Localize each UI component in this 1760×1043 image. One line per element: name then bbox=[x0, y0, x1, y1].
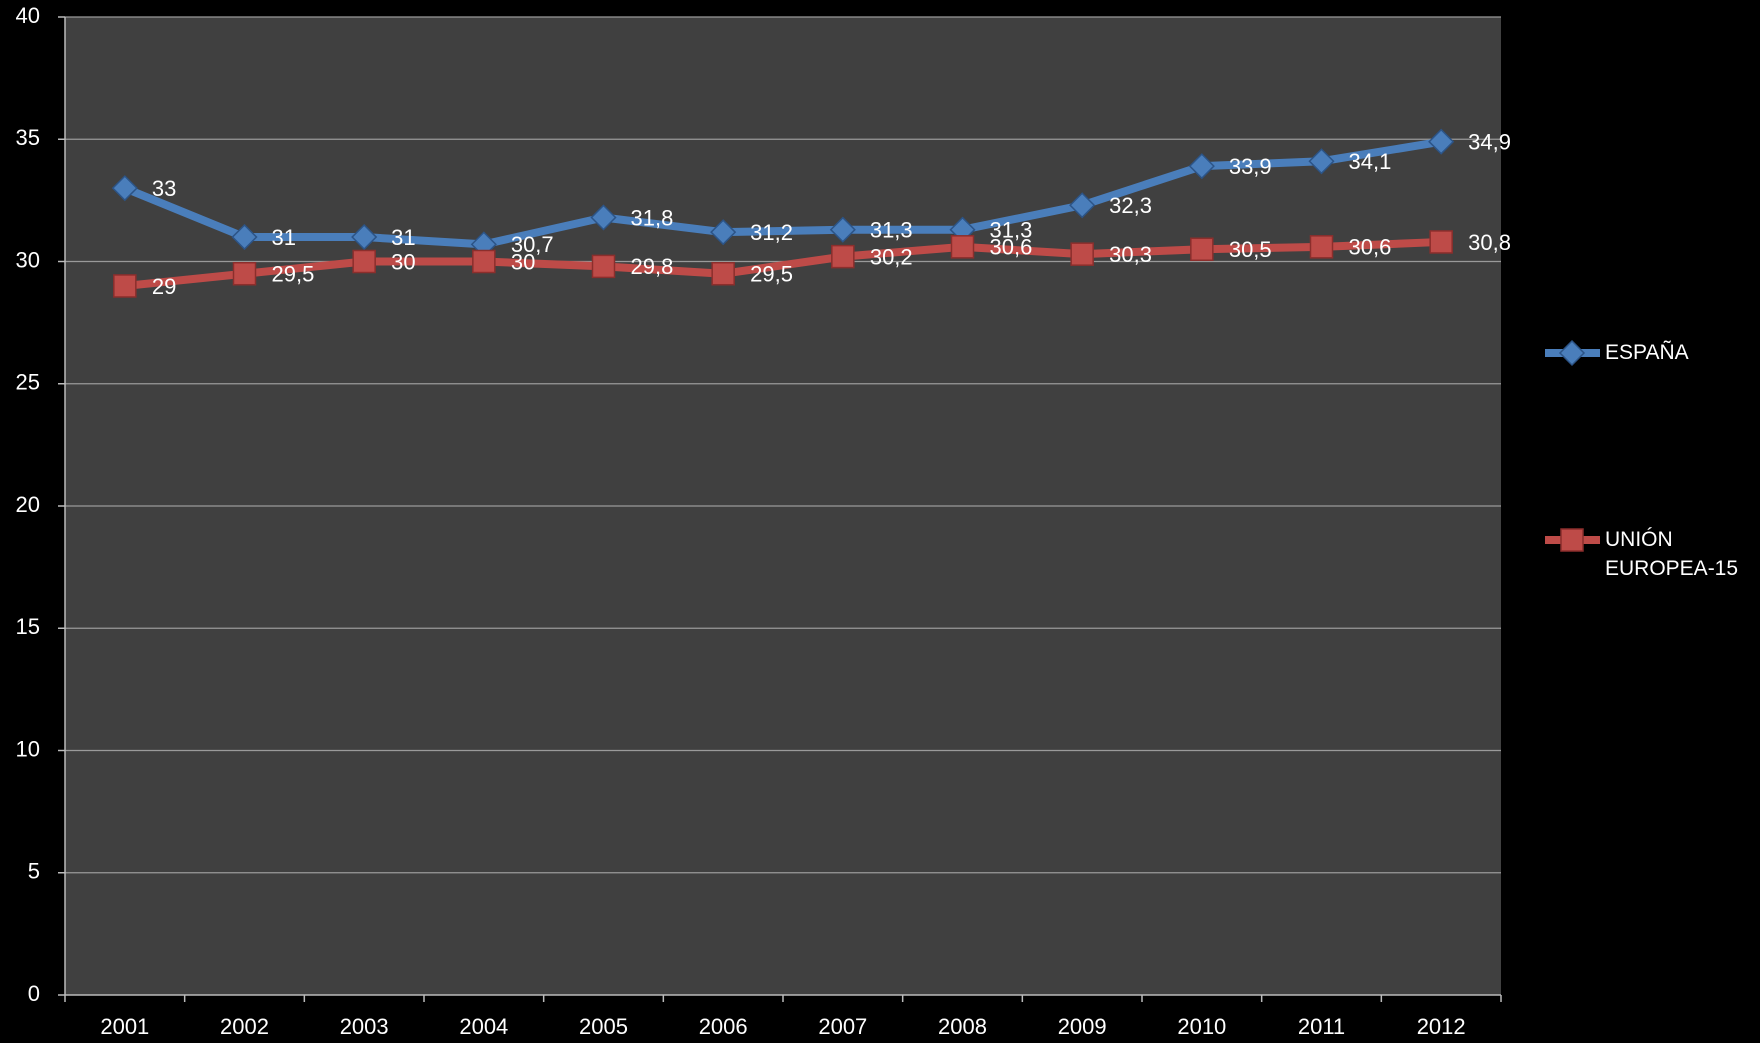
marker bbox=[232, 261, 257, 286]
marker bbox=[1069, 192, 1096, 219]
data-label: 30,6 bbox=[1349, 235, 1392, 260]
marker bbox=[113, 274, 137, 298]
data-label: 29 bbox=[152, 274, 176, 299]
marker bbox=[1558, 339, 1586, 367]
marker bbox=[352, 249, 376, 274]
x-tick-label: 2010 bbox=[1177, 1014, 1226, 1039]
x-tick-label: 2006 bbox=[699, 1014, 748, 1039]
data-label: 33 bbox=[152, 176, 176, 201]
marker bbox=[829, 216, 856, 243]
x-tick-label: 2012 bbox=[1417, 1014, 1466, 1039]
marker bbox=[950, 235, 975, 259]
marker bbox=[1308, 148, 1335, 175]
x-tick-label: 2011 bbox=[1298, 1014, 1345, 1039]
data-label: 34,9 bbox=[1468, 130, 1511, 155]
data-label: 31,8 bbox=[631, 205, 674, 230]
marker bbox=[710, 219, 737, 246]
data-label: 31,3 bbox=[870, 218, 913, 243]
marker bbox=[1429, 230, 1453, 254]
marker bbox=[1309, 235, 1334, 259]
data-label: 29,5 bbox=[272, 262, 315, 287]
y-tick-label: 30 bbox=[16, 247, 40, 272]
x-tick-label: 2005 bbox=[579, 1014, 628, 1039]
data-label: 31,2 bbox=[750, 220, 793, 245]
series-line bbox=[123, 137, 1442, 249]
marker bbox=[1190, 237, 1214, 262]
data-label: 31 bbox=[272, 225, 296, 250]
data-label: 30,8 bbox=[1468, 230, 1511, 255]
data-label: 32,3 bbox=[1109, 193, 1152, 218]
data-label: 29,5 bbox=[750, 262, 793, 287]
marker bbox=[1428, 128, 1455, 155]
data-label: 29,8 bbox=[631, 254, 674, 279]
marker bbox=[111, 175, 138, 202]
x-tick-label: 2008 bbox=[938, 1014, 987, 1039]
data-label: 31,3 bbox=[990, 218, 1033, 243]
y-tick-label: 15 bbox=[16, 614, 40, 639]
y-tick-label: 10 bbox=[16, 736, 40, 761]
x-tick-label: 2001 bbox=[100, 1014, 149, 1039]
x-tick-label: 2009 bbox=[1058, 1014, 1107, 1039]
x-tick-label: 2003 bbox=[340, 1014, 389, 1039]
data-label: 30,5 bbox=[1229, 237, 1272, 262]
data-label: 31 bbox=[391, 225, 415, 250]
data-label: 30,2 bbox=[870, 244, 913, 269]
legend-label: ESPAÑA bbox=[1605, 341, 1689, 364]
data-label: 30,6 bbox=[990, 235, 1033, 260]
marker bbox=[831, 244, 855, 269]
legend-label: UNIÓN EUROPEA-15 bbox=[1605, 528, 1739, 580]
x-tick-label: 2007 bbox=[818, 1014, 867, 1039]
marker bbox=[231, 223, 258, 251]
data-label: 34,1 bbox=[1349, 149, 1392, 174]
marker bbox=[591, 254, 616, 279]
y-tick-label: 0 bbox=[28, 981, 40, 1006]
y-tick-label: 35 bbox=[16, 125, 40, 150]
series-line bbox=[124, 237, 1442, 290]
data-label: 30,3 bbox=[1109, 242, 1152, 267]
y-tick-label: 20 bbox=[16, 492, 40, 517]
data-label: 30 bbox=[511, 249, 535, 274]
marker bbox=[1560, 528, 1584, 552]
y-tick-label: 40 bbox=[16, 3, 40, 28]
data-label: 30 bbox=[391, 249, 415, 274]
y-tick-label: 25 bbox=[16, 370, 40, 395]
x-tick-label: 2002 bbox=[220, 1014, 269, 1039]
marker bbox=[351, 223, 378, 251]
data-label: 33,9 bbox=[1229, 154, 1272, 179]
marker bbox=[472, 249, 496, 274]
marker bbox=[1188, 153, 1215, 180]
marker bbox=[590, 204, 617, 231]
marker bbox=[711, 261, 735, 286]
marker bbox=[1070, 242, 1094, 266]
y-tick-label: 5 bbox=[28, 859, 40, 884]
x-tick-label: 2004 bbox=[459, 1014, 508, 1039]
data-label: 30,7 bbox=[511, 232, 554, 257]
